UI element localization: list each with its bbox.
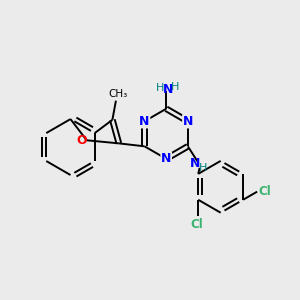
Text: O: O — [76, 134, 87, 147]
Text: CH₃: CH₃ — [108, 89, 127, 99]
Text: H: H — [171, 82, 179, 92]
Text: Cl: Cl — [190, 218, 203, 231]
Text: H: H — [155, 83, 164, 93]
Text: Cl: Cl — [258, 185, 271, 198]
Text: N: N — [183, 115, 193, 128]
Text: N: N — [161, 152, 171, 165]
Text: N: N — [190, 157, 200, 169]
Text: N: N — [139, 115, 150, 128]
Text: H: H — [199, 163, 208, 173]
Text: N: N — [163, 83, 173, 96]
